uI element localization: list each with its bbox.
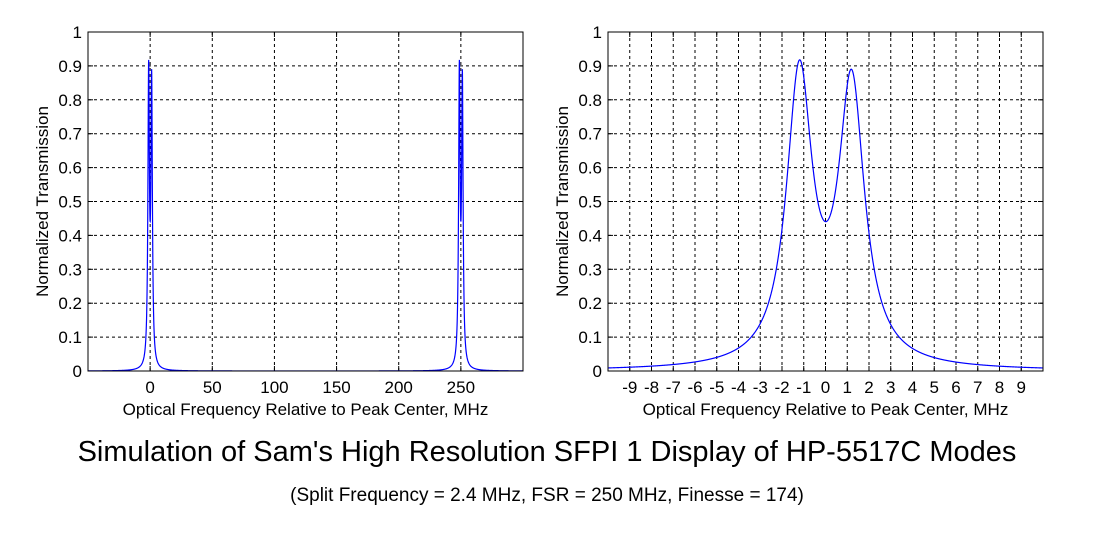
x-tick-label: 2 — [864, 378, 873, 397]
y-axis-label: Normalized Transmission — [33, 106, 52, 297]
y-tick-label: 0.9 — [578, 57, 602, 76]
y-tick-label: 0.4 — [58, 226, 82, 245]
x-tick-label: -4 — [731, 378, 746, 397]
y-tick-label: 0 — [73, 362, 82, 381]
x-tick-label: 4 — [908, 378, 917, 397]
y-axis-label: Normalized Transmission — [553, 106, 572, 297]
x-tick-label: 50 — [203, 378, 222, 397]
plot-1: 0 50 100 150 200 250 0 0.1 0.2 0.3 0.4 0.5 0.6 0.7 0.8… — [33, 23, 524, 419]
y-tick-label: 0.4 — [578, 226, 602, 245]
x-tick-label: 100 — [260, 378, 288, 397]
figure-subtitle: (Split Frequency = 2.4 MHz, FSR = 250 MH… — [290, 485, 804, 506]
y-tick-label: 0.3 — [58, 260, 82, 279]
x-tick-label: -2 — [774, 378, 789, 397]
y-tick-label: 0.8 — [578, 91, 602, 110]
x-tick-label: -5 — [709, 378, 724, 397]
x-tick-label: 6 — [951, 378, 960, 397]
x-tick-label: 7 — [973, 378, 982, 397]
plot-frame — [87, 31, 524, 372]
x-tick-label: 9 — [1017, 378, 1026, 397]
y-tick-label: 0.6 — [578, 159, 602, 178]
y-tick-label: 0.8 — [58, 91, 82, 110]
x-tick-label: 1 — [843, 378, 852, 397]
y-tick-label: 0.2 — [58, 294, 82, 313]
x-tick-label: -3 — [753, 378, 768, 397]
x-tick-label: 0 — [821, 378, 830, 397]
y-tick-label: 0.2 — [578, 294, 602, 313]
y-tick-label: 1 — [73, 23, 82, 42]
x-tick-label: 250 — [447, 378, 475, 397]
y-tick-label: 0.7 — [58, 125, 82, 144]
y-tick-label: 1 — [593, 23, 602, 42]
x-tick-label: -9 — [622, 378, 637, 397]
y-tick-label: 0.7 — [578, 125, 602, 144]
y-tick-label: 0.1 — [578, 328, 602, 347]
x-tick-label: 150 — [322, 378, 350, 397]
x-tick-label: 0 — [145, 378, 154, 397]
series-line-transmission — [607, 59, 1043, 369]
x-tick-label: 5 — [930, 378, 939, 397]
y-tick-label: 0.5 — [58, 193, 82, 212]
x-axis-label: Optical Frequency Relative to Peak Cente… — [123, 400, 489, 419]
y-tick-label: 0.1 — [58, 328, 82, 347]
y-tick-label: 0.5 — [578, 193, 602, 212]
plot-2: -9 -8 -7 -6 -5 -4 -3 -2 -1 0 1 2 3 4 5 6 7 8 900.10.20.30.… — [553, 23, 1044, 419]
x-tick-label: 200 — [385, 378, 413, 397]
x-tick-label: -8 — [644, 378, 659, 397]
x-tick-label: -7 — [666, 378, 681, 397]
x-tick-label: -1 — [796, 378, 811, 397]
y-tick-label: 0.3 — [578, 260, 602, 279]
y-tick-label: 0.9 — [58, 57, 82, 76]
plot-frame — [607, 31, 1044, 372]
x-axis-label: Optical Frequency Relative to Peak Cente… — [643, 400, 1009, 419]
y-tick-label: 0.6 — [58, 159, 82, 178]
figure-title: Simulation of Sam's High Resolution SFPI… — [77, 436, 1017, 468]
x-tick-label: -6 — [687, 378, 702, 397]
y-tick-label: 0 — [593, 362, 602, 381]
x-tick-label: 3 — [886, 378, 895, 397]
x-tick-label: 8 — [995, 378, 1004, 397]
